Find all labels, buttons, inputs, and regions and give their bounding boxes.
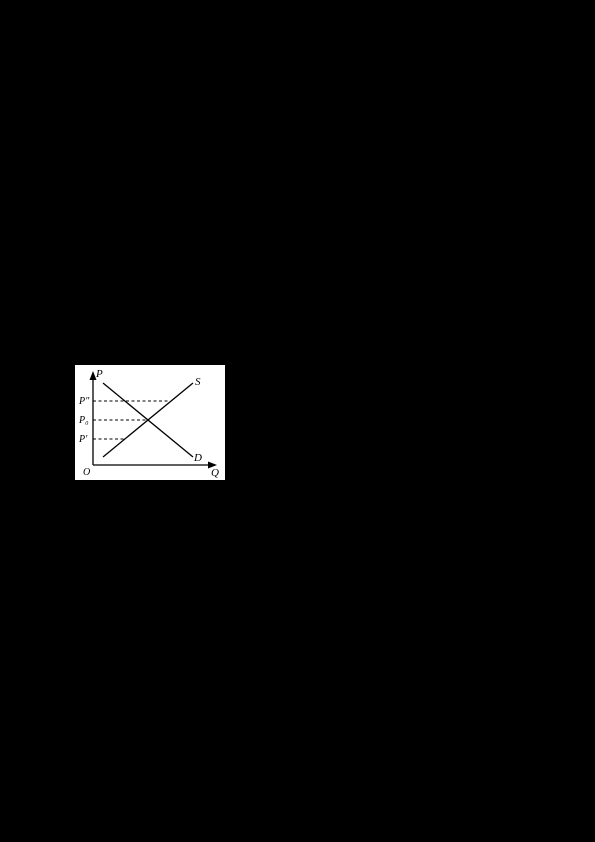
demand-label: D [193,452,202,464]
price-tick-label: P″ [78,396,90,407]
chart-svg: P Q O S D P″ P₀ P′ [75,365,225,480]
origin-label: O [83,467,90,478]
price-tick-label: P′ [78,434,88,445]
y-axis-label: P [95,368,103,380]
x-axis-label: Q [211,467,219,479]
price-tick-label: P₀ [78,415,89,426]
supply-demand-chart: P Q O S D P″ P₀ P′ [75,365,225,480]
supply-label: S [195,376,201,388]
